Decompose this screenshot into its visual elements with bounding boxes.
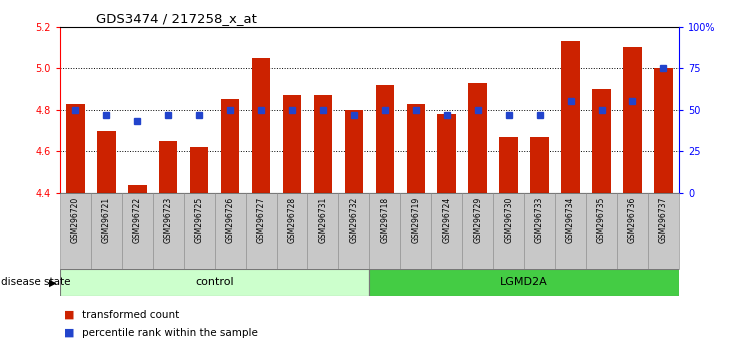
Bar bbox=[245, 193, 277, 269]
Bar bbox=[592, 89, 611, 193]
Bar bbox=[277, 193, 307, 269]
Bar bbox=[369, 193, 400, 269]
Text: GSM296726: GSM296726 bbox=[226, 197, 234, 243]
Bar bbox=[283, 95, 301, 193]
Bar bbox=[215, 193, 245, 269]
Text: GSM296736: GSM296736 bbox=[628, 197, 637, 243]
Text: GSM296722: GSM296722 bbox=[133, 197, 142, 243]
Text: GSM296718: GSM296718 bbox=[380, 197, 389, 243]
Bar bbox=[153, 193, 184, 269]
Bar bbox=[184, 193, 215, 269]
Text: GSM296734: GSM296734 bbox=[566, 197, 575, 243]
Text: GSM296719: GSM296719 bbox=[411, 197, 420, 243]
Bar bbox=[190, 147, 209, 193]
Text: GSM296720: GSM296720 bbox=[71, 197, 80, 243]
Text: percentile rank within the sample: percentile rank within the sample bbox=[82, 328, 258, 338]
Bar bbox=[617, 193, 648, 269]
Bar bbox=[493, 193, 524, 269]
Text: GSM296721: GSM296721 bbox=[101, 197, 111, 243]
Text: GSM296735: GSM296735 bbox=[597, 197, 606, 243]
Bar bbox=[530, 137, 549, 193]
Bar bbox=[307, 193, 339, 269]
Bar bbox=[128, 185, 147, 193]
Text: GSM296724: GSM296724 bbox=[442, 197, 451, 243]
Bar bbox=[369, 269, 679, 296]
Bar bbox=[66, 103, 85, 193]
Text: control: control bbox=[196, 277, 234, 287]
Bar bbox=[431, 193, 462, 269]
Bar bbox=[499, 137, 518, 193]
Text: ■: ■ bbox=[64, 310, 74, 320]
Text: GDS3474 / 217258_x_at: GDS3474 / 217258_x_at bbox=[96, 12, 257, 25]
Text: GSM296730: GSM296730 bbox=[504, 197, 513, 243]
Bar bbox=[437, 114, 456, 193]
Text: ■: ■ bbox=[64, 328, 74, 338]
Bar bbox=[91, 193, 122, 269]
Text: LGMD2A: LGMD2A bbox=[500, 277, 548, 287]
Bar bbox=[623, 47, 642, 193]
Bar bbox=[97, 131, 115, 193]
Bar bbox=[586, 193, 617, 269]
Bar bbox=[524, 193, 555, 269]
Bar bbox=[555, 193, 586, 269]
Text: GSM296729: GSM296729 bbox=[473, 197, 483, 243]
Bar bbox=[469, 83, 487, 193]
Text: GSM296728: GSM296728 bbox=[288, 197, 296, 243]
Text: GSM296737: GSM296737 bbox=[659, 197, 668, 243]
Bar bbox=[159, 141, 177, 193]
Text: transformed count: transformed count bbox=[82, 310, 179, 320]
Bar bbox=[462, 193, 493, 269]
Bar bbox=[345, 110, 364, 193]
Bar bbox=[122, 193, 153, 269]
Text: GSM296731: GSM296731 bbox=[318, 197, 328, 243]
Bar bbox=[220, 99, 239, 193]
Text: GSM296727: GSM296727 bbox=[256, 197, 266, 243]
Text: GSM296723: GSM296723 bbox=[164, 197, 173, 243]
Bar bbox=[60, 193, 91, 269]
Bar bbox=[339, 193, 369, 269]
Bar bbox=[252, 58, 270, 193]
Bar bbox=[314, 95, 332, 193]
Text: GSM296732: GSM296732 bbox=[350, 197, 358, 243]
Bar bbox=[60, 269, 369, 296]
Bar bbox=[561, 41, 580, 193]
Text: ▶: ▶ bbox=[50, 277, 57, 287]
Text: disease state: disease state bbox=[1, 277, 71, 287]
Bar bbox=[654, 68, 673, 193]
Bar bbox=[375, 85, 394, 193]
Bar bbox=[407, 103, 425, 193]
Text: GSM296733: GSM296733 bbox=[535, 197, 544, 243]
Bar bbox=[648, 193, 679, 269]
Text: GSM296725: GSM296725 bbox=[195, 197, 204, 243]
Bar bbox=[400, 193, 431, 269]
